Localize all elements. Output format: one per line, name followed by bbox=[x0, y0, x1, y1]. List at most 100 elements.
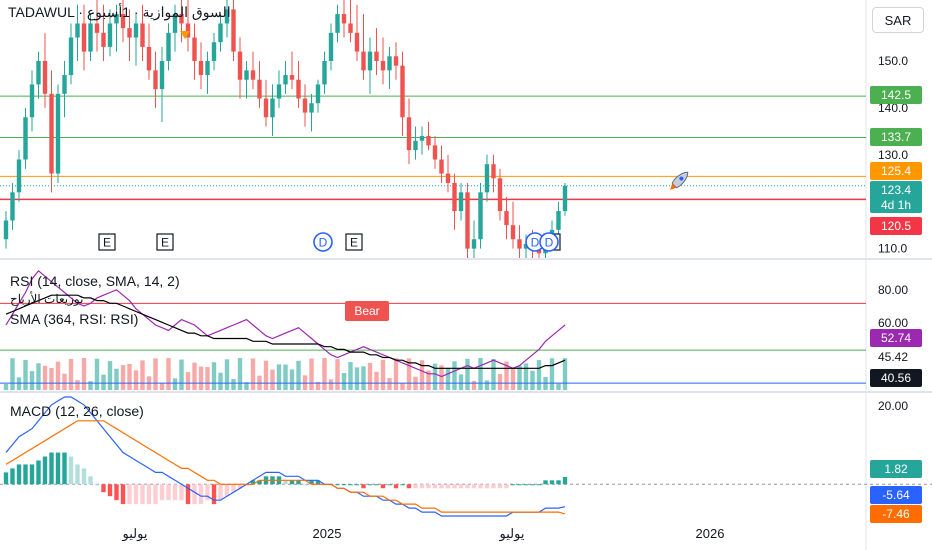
volume-bar bbox=[218, 372, 223, 390]
volume-bar bbox=[133, 370, 139, 390]
volume-bar bbox=[36, 363, 41, 390]
macd-histogram-bar bbox=[549, 480, 555, 485]
rsi-title: RSI (14, close, SMA, 14, 2) bbox=[10, 273, 180, 289]
price-badge-label: 142.5 bbox=[881, 88, 911, 102]
volume-bar bbox=[250, 358, 256, 390]
candle bbox=[237, 51, 243, 80]
volume-bar bbox=[458, 374, 464, 390]
candle bbox=[439, 159, 444, 174]
earnings-marker[interactable] bbox=[156, 233, 174, 251]
macd-histogram-bar bbox=[445, 484, 451, 489]
candle bbox=[62, 75, 67, 94]
volume-bar bbox=[400, 383, 405, 390]
volume-bar bbox=[380, 359, 386, 390]
macd-histogram-bar bbox=[289, 480, 295, 485]
macd-histogram-bar bbox=[133, 484, 139, 505]
volume-bar bbox=[530, 370, 535, 390]
rsi-tick-label: 80.00 bbox=[878, 283, 908, 297]
candle bbox=[432, 145, 438, 160]
volume-bar bbox=[328, 379, 334, 390]
macd-signal-line bbox=[5, 420, 566, 515]
candle bbox=[400, 65, 405, 118]
rocket-icon bbox=[670, 171, 689, 190]
macd-histogram-bar bbox=[166, 484, 171, 501]
candle bbox=[270, 98, 275, 118]
macd-histogram-bar bbox=[16, 464, 22, 485]
volume-bar bbox=[497, 374, 503, 390]
macd-histogram-bar bbox=[302, 484, 308, 486]
price-tick-label: 140.0 bbox=[878, 101, 908, 115]
earnings-marker[interactable] bbox=[345, 233, 363, 251]
macd-histogram-bar bbox=[231, 484, 236, 493]
volume-bar bbox=[523, 363, 529, 390]
candle bbox=[49, 93, 54, 174]
bear-label-box bbox=[345, 301, 389, 321]
price-badge bbox=[870, 217, 922, 235]
volume-bar bbox=[367, 362, 373, 390]
volume-bar bbox=[55, 361, 61, 390]
volume-bar bbox=[62, 373, 67, 390]
dividend-marker[interactable] bbox=[313, 232, 333, 252]
macd-histogram-bar bbox=[491, 484, 496, 489]
dividend-marker[interactable] bbox=[539, 232, 559, 252]
candle bbox=[309, 103, 314, 113]
candle bbox=[205, 60, 210, 76]
volume-bar bbox=[166, 358, 171, 390]
macd-histogram-bar bbox=[458, 484, 464, 489]
candle bbox=[276, 84, 282, 99]
candle bbox=[367, 51, 373, 71]
macd-histogram-bar bbox=[211, 484, 217, 505]
macd-histogram-bar bbox=[120, 484, 126, 505]
macd-histogram-bar bbox=[341, 484, 347, 486]
candle bbox=[127, 28, 132, 38]
rsi-badge-label: 40.56 bbox=[881, 371, 911, 385]
candle bbox=[471, 239, 477, 249]
volume-bar bbox=[484, 380, 490, 390]
candle bbox=[328, 32, 334, 61]
candle bbox=[244, 70, 249, 80]
macd-histogram-bar bbox=[205, 484, 210, 501]
volume-bar bbox=[88, 381, 93, 390]
price-badge bbox=[870, 181, 922, 213]
marks-layer: EEDEDEDRSI (14, close, SMA, 14, 2)ﺗﻮﺯﻳﻌﺎ… bbox=[0, 0, 932, 517]
volume-bar bbox=[432, 363, 438, 390]
macd-histogram-bar bbox=[237, 484, 243, 489]
candle bbox=[354, 32, 360, 52]
candle bbox=[198, 60, 204, 76]
volume-bar bbox=[29, 371, 35, 390]
candle bbox=[296, 79, 301, 99]
rsi-line bbox=[5, 269, 566, 378]
candle bbox=[42, 60, 48, 94]
rsi-badge-label: 52.74 bbox=[881, 331, 911, 345]
volume-bar bbox=[419, 360, 425, 390]
macd-histogram-bar bbox=[29, 464, 35, 485]
candle bbox=[465, 192, 470, 249]
macd-histogram-bar bbox=[257, 480, 262, 485]
candle bbox=[55, 93, 61, 174]
volume-bar bbox=[49, 367, 54, 390]
candle bbox=[289, 75, 295, 80]
volume-bar bbox=[42, 365, 48, 390]
macd-histogram-bar bbox=[36, 460, 41, 485]
currency-button[interactable]: SAR bbox=[872, 7, 924, 33]
candle bbox=[380, 60, 386, 71]
price-badge-label: 125.4 bbox=[881, 164, 911, 178]
volume-bar bbox=[393, 358, 399, 390]
price-badge bbox=[870, 86, 922, 104]
time-tick-label: ﻳﻮﻟﻴﻮ bbox=[122, 526, 148, 542]
candle bbox=[166, 32, 171, 61]
macd-tick-label: 20.00 bbox=[878, 399, 908, 413]
macd-histogram-bar bbox=[380, 484, 386, 489]
candle bbox=[231, 9, 236, 52]
earnings-marker[interactable] bbox=[98, 233, 116, 251]
macd-histogram-bar bbox=[198, 484, 204, 505]
macd-histogram-bar bbox=[179, 484, 184, 501]
volume-bar bbox=[270, 369, 275, 390]
volume-bar bbox=[16, 377, 22, 390]
macd-histogram-bar bbox=[452, 484, 457, 489]
macd-histogram-bar bbox=[94, 484, 100, 486]
candle bbox=[348, 23, 353, 33]
candle bbox=[250, 70, 256, 80]
macd-histogram-bar bbox=[114, 484, 119, 501]
candle bbox=[101, 32, 106, 47]
